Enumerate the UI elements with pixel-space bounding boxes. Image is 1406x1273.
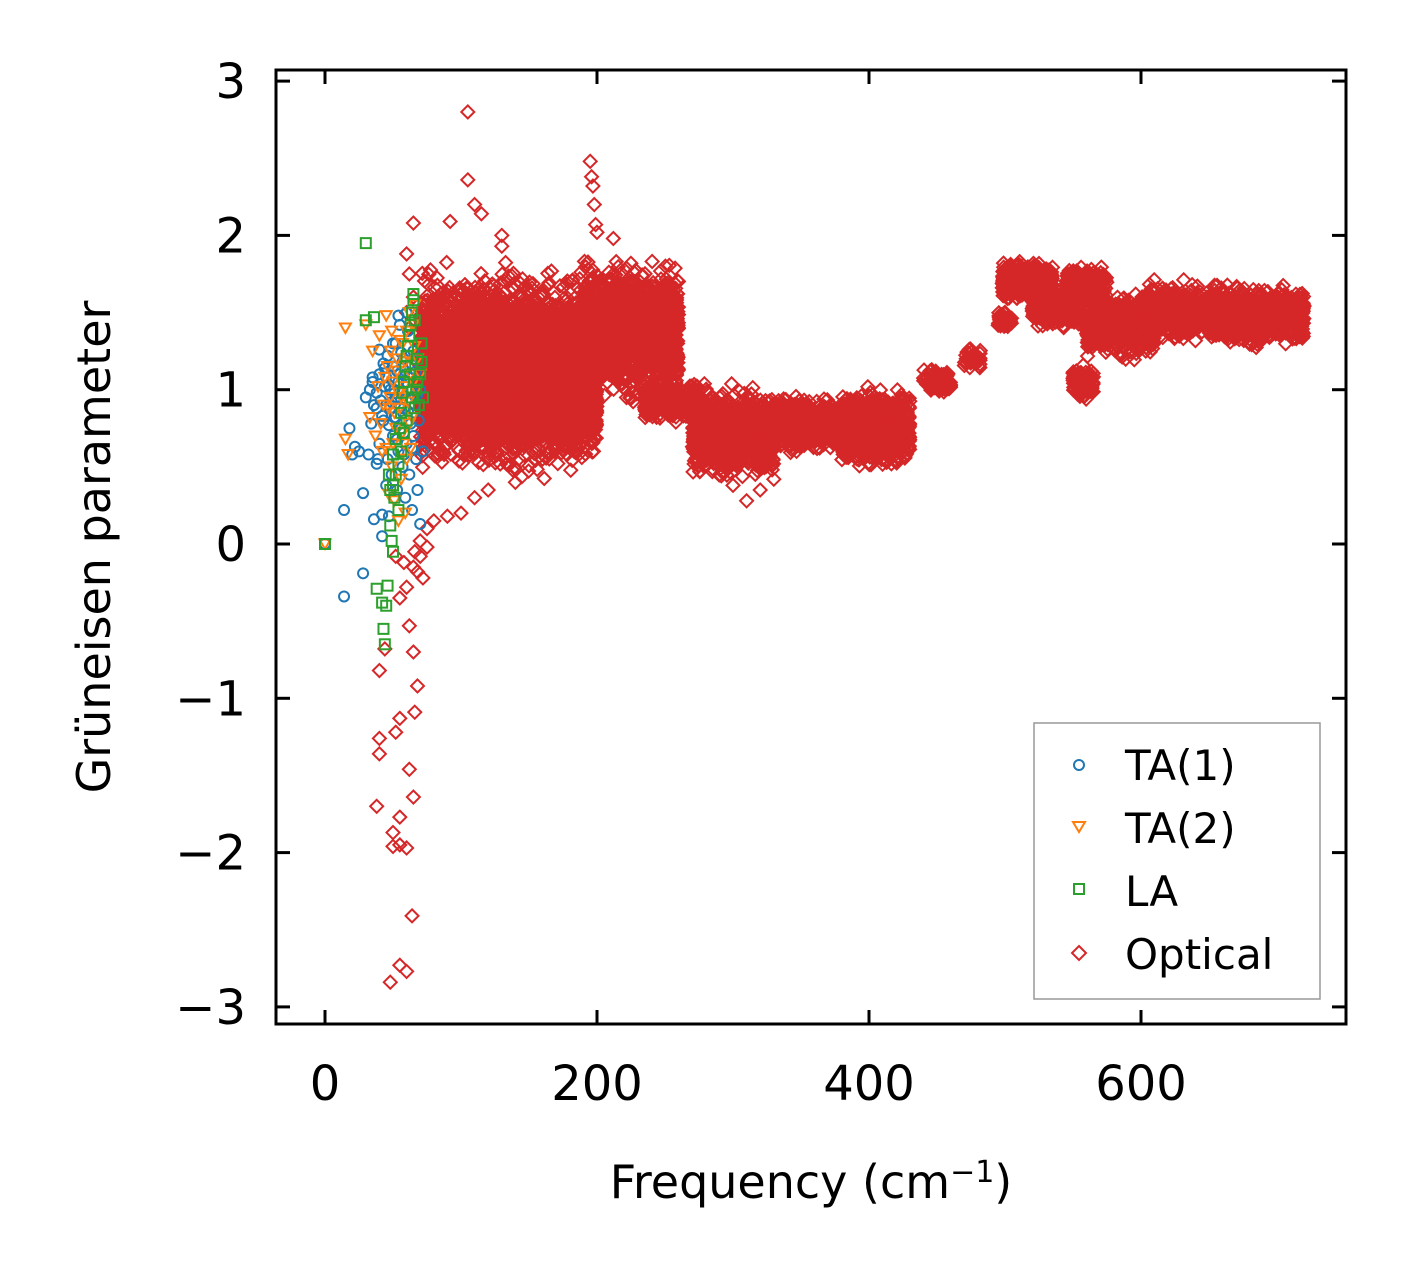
data-points [317,104,1313,991]
optical-point [438,254,455,271]
optical-point [562,462,579,479]
optical-point [497,254,514,271]
optical-point [454,454,471,471]
optical-point [564,452,581,469]
optical-point [496,273,513,290]
